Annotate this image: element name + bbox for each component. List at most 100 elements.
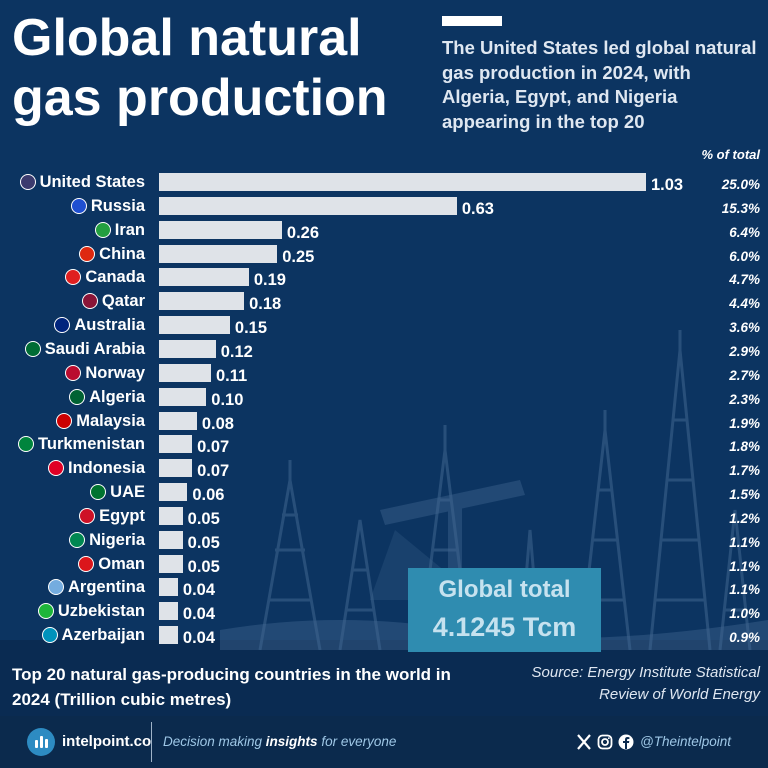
percent-label: 3.6% [729, 320, 760, 335]
percent-label: 1.0% [729, 606, 760, 621]
percent-label: 1.7% [729, 463, 760, 478]
bar [159, 221, 282, 239]
bar [159, 364, 211, 382]
bar [159, 602, 178, 620]
flag-no-icon [65, 365, 81, 381]
flag-dz-icon [69, 389, 85, 405]
percent-label: 6.0% [729, 249, 760, 264]
flag-az-icon [42, 627, 58, 643]
tagline-emphasis: insights [265, 734, 318, 749]
chart-row: Qatar 0.18 4.4% [0, 291, 768, 313]
country-label: Algeria [89, 388, 145, 406]
country-label: Malaysia [76, 412, 145, 430]
bar [159, 388, 207, 406]
country-label: UAE [110, 483, 145, 501]
chart-row: Saudi Arabia 0.12 2.9% [0, 339, 768, 361]
bar [159, 459, 193, 477]
country-label: Turkmenistan [38, 435, 145, 453]
country-label: China [99, 245, 145, 263]
chart-row: Algeria 0.10 2.3% [0, 387, 768, 409]
value-label: 0.11 [216, 367, 248, 385]
country-label: Saudi Arabia [44, 340, 145, 358]
percent-column-header: % of total [701, 147, 761, 162]
flag-uz-icon [38, 603, 54, 619]
bar [159, 245, 278, 263]
tagline: Decision making insights for everyone [163, 733, 396, 751]
instagram-icon[interactable] [597, 733, 613, 751]
global-total-label: Global total [438, 576, 571, 603]
country-label: Oman [98, 555, 145, 573]
value-label: 0.05 [187, 510, 220, 528]
social-handle[interactable]: @Theintelpoint [640, 734, 732, 749]
flag-ca-icon [65, 269, 81, 285]
chart-row: Norway 0.11 2.7% [0, 363, 768, 385]
country-label: United States [39, 173, 145, 191]
chart-row: Egypt 0.05 1.2% [0, 506, 768, 528]
chart-row: Argentina 0.04 1.1% [0, 577, 768, 599]
chart-row: Nigeria 0.05 1.1% [0, 530, 768, 552]
value-label: 0.06 [192, 486, 225, 504]
value-label: 0.08 [201, 415, 234, 433]
country-label: Egypt [99, 507, 145, 525]
country-label: Australia [74, 316, 145, 334]
country-label: Qatar [101, 292, 145, 310]
chart-row: Iran 0.26 6.4% [0, 220, 768, 242]
percent-label: 25.0% [721, 177, 760, 192]
bar [159, 531, 183, 549]
chart-row: UAE 0.06 1.5% [0, 482, 768, 504]
flag-ir-icon [95, 222, 111, 238]
bar [159, 292, 245, 310]
flag-om-icon [78, 556, 94, 572]
percent-label: 4.7% [729, 272, 760, 287]
country-label: Uzbekistan [57, 602, 145, 620]
subtitle: The United States led global natural gas… [442, 37, 757, 132]
country-label: Norway [85, 364, 145, 382]
percent-label: 1.5% [729, 487, 760, 502]
chart-row: Russia 0.63 15.3% [0, 196, 768, 218]
flag-id-icon [48, 460, 64, 476]
bar [159, 507, 183, 525]
flag-eg-icon [79, 508, 95, 524]
value-label: 0.15 [234, 319, 268, 337]
bar [159, 340, 216, 358]
page-title: Global natural gas production [12, 9, 388, 127]
percent-label: 1.1% [729, 582, 760, 597]
percent-label: 1.1% [729, 535, 760, 550]
country-label: Iran [114, 221, 145, 239]
global-total-box: Global total 4.1245 Tcm [408, 568, 601, 652]
value-label: 0.04 [182, 581, 216, 599]
chart-row: Australia 0.15 3.6% [0, 315, 768, 337]
value-label: 0.26 [286, 224, 320, 242]
chart-row: Canada 0.19 4.7% [0, 267, 768, 289]
bar [159, 578, 178, 596]
bar [159, 316, 230, 334]
percent-label: 1.1% [729, 559, 760, 574]
chart-row: Uzbekistan 0.04 1.0% [0, 601, 768, 623]
value-label: 0.07 [197, 438, 230, 456]
brand-name[interactable]: intelpoint.co [62, 733, 152, 750]
value-label: 0.25 [282, 248, 315, 266]
value-label: 0.05 [187, 534, 220, 552]
percent-label: 2.3% [729, 392, 760, 407]
flag-ng-icon [69, 532, 85, 548]
x-icon[interactable] [577, 733, 591, 751]
global-total-value: 4.1245 Tcm [432, 612, 577, 642]
flag-tm-icon [18, 436, 34, 452]
percent-label: 15.3% [721, 201, 760, 216]
bar [159, 626, 178, 644]
percent-label: 1.9% [729, 416, 760, 431]
footer: intelpoint.co Decision making insights f… [0, 716, 768, 768]
percent-label: 2.9% [729, 344, 760, 359]
country-label: Russia [90, 197, 145, 215]
chart-row: Malaysia 0.08 1.9% [0, 411, 768, 433]
facebook-icon[interactable] [618, 733, 634, 751]
country-label: Azerbaijan [61, 626, 145, 644]
flag-ru-icon [71, 198, 87, 214]
bar [159, 412, 197, 430]
tagline-start: Decision making [163, 734, 266, 749]
chart-row: United States 1.03 25.0% [0, 172, 768, 194]
tagline-end: for everyone [317, 734, 397, 749]
value-label: 0.04 [182, 629, 216, 647]
country-label: Nigeria [89, 531, 145, 549]
chart-row: Turkmenistan 0.07 1.8% [0, 434, 768, 456]
